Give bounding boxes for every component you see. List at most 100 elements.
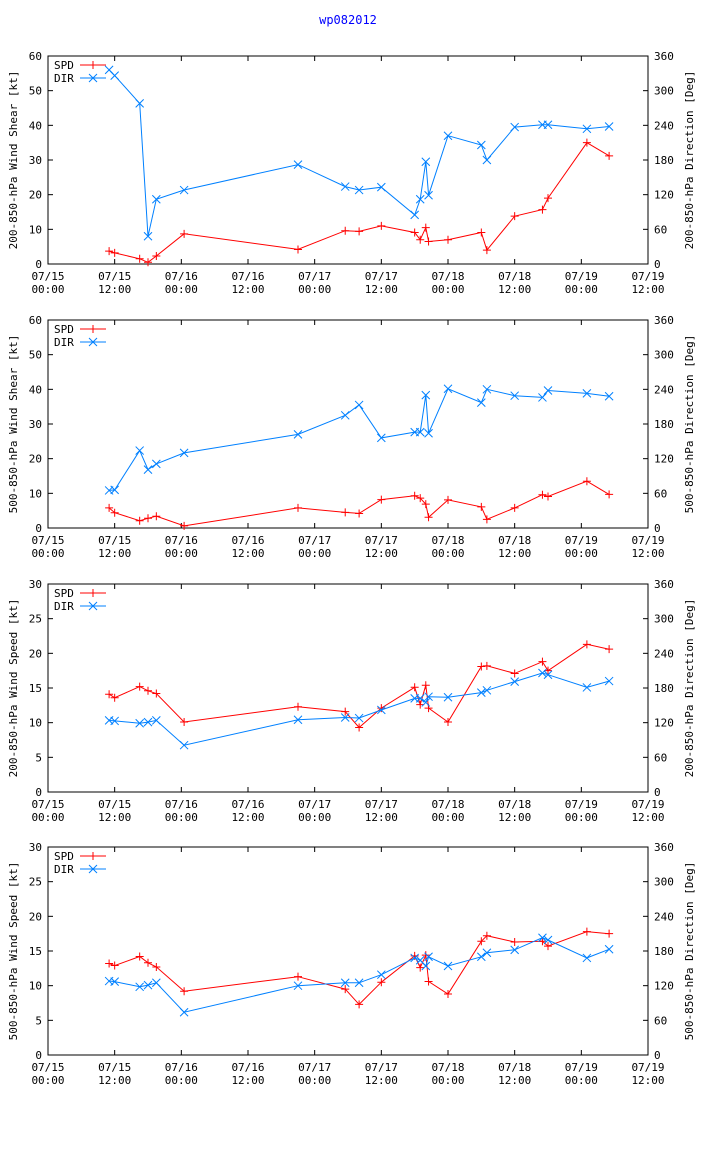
data-point-dir xyxy=(421,390,431,400)
y-tick-label: 0 xyxy=(35,786,42,799)
data-point-spd xyxy=(477,228,486,237)
x-tick-label-time: 12:00 xyxy=(498,283,531,296)
x-tick-label-date: 07/17 xyxy=(298,1061,331,1074)
legend-entry-dir: DIR xyxy=(54,600,106,613)
data-point-dir xyxy=(354,978,364,988)
data-point-dir xyxy=(135,982,145,992)
data-point-spd xyxy=(444,717,452,726)
data-point-spd xyxy=(105,959,114,968)
data-point-spd xyxy=(605,490,614,499)
y2-tick-label: 0 xyxy=(654,1049,661,1062)
data-point-spd xyxy=(355,227,364,236)
data-point-dir xyxy=(604,676,614,686)
series-line-spd xyxy=(108,480,610,527)
x-tick-label-date: 07/19 xyxy=(565,1061,598,1074)
data-point-spd xyxy=(444,235,452,244)
data-point-spd xyxy=(144,514,152,523)
data-point-spd xyxy=(341,985,350,994)
data-point-dir xyxy=(543,386,553,395)
y-tick-label: 60 xyxy=(29,314,42,327)
data-point-dir xyxy=(110,71,120,80)
legend-label: SPD xyxy=(54,587,74,600)
data-point-spd xyxy=(135,254,144,263)
data-point-dir xyxy=(443,131,453,141)
x-tick-label-date: 07/17 xyxy=(298,534,331,547)
x-tick-label-time: 12:00 xyxy=(498,547,531,560)
x-tick-label-time: 12:00 xyxy=(98,283,131,296)
data-point-dir xyxy=(354,400,364,410)
data-point-dir xyxy=(340,713,350,722)
legend-label: DIR xyxy=(54,72,74,85)
x-tick-label-time: 12:00 xyxy=(631,811,664,824)
data-point-spd xyxy=(416,963,425,972)
series-line-spd xyxy=(108,142,610,263)
data-point-dir xyxy=(179,185,189,195)
y-tick-label: 30 xyxy=(29,841,42,854)
x-tick-label-time: 00:00 xyxy=(565,547,598,560)
chart-panel-3: 05101520253006012018024030036007/1500:00… xyxy=(7,578,696,824)
legend-entry-dir: DIR xyxy=(54,72,106,85)
chart-panel-4: 05101520253006012018024030036007/1500:00… xyxy=(7,841,696,1087)
data-point-spd xyxy=(105,503,114,512)
data-point-dir xyxy=(421,961,431,971)
y-tick-label: 20 xyxy=(29,453,42,466)
legend-marker xyxy=(88,601,98,611)
data-point-spd xyxy=(538,657,547,666)
chart-panel-1: 010203040506006012018024030036007/1500:0… xyxy=(7,50,696,296)
data-point-spd xyxy=(510,503,519,512)
x-tick-label-time: 00:00 xyxy=(31,1074,64,1087)
series-line-dir xyxy=(109,388,610,491)
x-tick-label-date: 07/17 xyxy=(365,798,398,811)
data-point-spd xyxy=(110,248,119,257)
data-point-dir xyxy=(476,688,486,697)
data-point-dir xyxy=(538,933,547,943)
data-point-spd xyxy=(341,226,350,235)
data-point-spd xyxy=(377,495,386,504)
plot-frame xyxy=(47,55,649,265)
data-point-spd xyxy=(377,978,386,987)
y2-tick-label: 240 xyxy=(654,910,674,923)
data-point-dir xyxy=(135,718,145,728)
data-point-dir xyxy=(354,185,364,195)
y-tick-label: 20 xyxy=(29,647,42,660)
data-point-spd xyxy=(180,521,189,530)
x-tick-label-date: 07/19 xyxy=(631,798,664,811)
data-point-spd xyxy=(477,937,486,946)
x-tick-label-date: 07/19 xyxy=(631,1061,664,1074)
data-point-spd xyxy=(544,194,552,203)
x-tick-label-date: 07/16 xyxy=(165,1061,198,1074)
legend-entry-spd: SPD xyxy=(54,587,106,600)
y-tick-label: 5 xyxy=(35,751,42,764)
x-tick-label-date: 07/19 xyxy=(565,534,598,547)
data-point-spd xyxy=(424,977,433,986)
data-point-spd xyxy=(144,258,152,267)
x-tick-label-date: 07/15 xyxy=(31,270,64,283)
data-point-dir xyxy=(179,1007,189,1017)
y2-tick-label: 120 xyxy=(654,453,674,466)
x-tick-label-date: 07/16 xyxy=(231,1061,264,1074)
y2-tick-label: 360 xyxy=(654,50,674,63)
data-point-dir xyxy=(376,970,386,980)
y2-tick-label: 300 xyxy=(654,613,674,626)
x-tick-label-date: 07/18 xyxy=(498,534,531,547)
legend-label: SPD xyxy=(54,59,74,72)
x-tick-label-date: 07/16 xyxy=(231,798,264,811)
y-tick-label: 60 xyxy=(29,50,42,63)
data-point-dir xyxy=(179,740,189,750)
x-tick-label-date: 07/16 xyxy=(165,270,198,283)
data-point-dir xyxy=(538,393,547,402)
data-point-spd xyxy=(582,138,591,147)
x-tick-label-time: 12:00 xyxy=(498,811,531,824)
data-point-dir xyxy=(340,410,350,420)
y2-axis-label: 200-850-hPa Direction [Deg] xyxy=(683,599,696,778)
y-tick-label: 10 xyxy=(29,223,42,236)
data-point-dir xyxy=(424,952,433,962)
data-point-spd xyxy=(410,491,419,500)
x-tick-label-time: 00:00 xyxy=(431,547,464,560)
series-line-dir xyxy=(109,937,610,1013)
data-point-dir xyxy=(410,953,420,963)
data-point-dir xyxy=(151,194,161,204)
x-tick-label-time: 00:00 xyxy=(431,1074,464,1087)
legend-marker xyxy=(89,852,97,860)
x-tick-label-date: 07/16 xyxy=(165,798,198,811)
